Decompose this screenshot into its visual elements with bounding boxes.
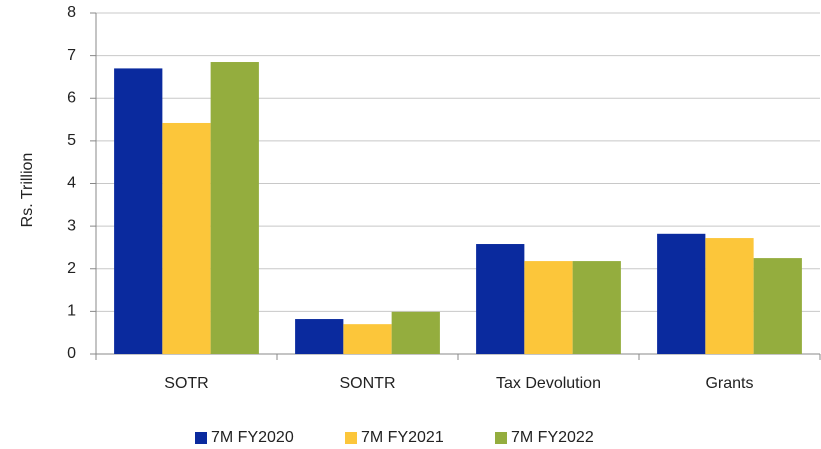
x-tick-label: Tax Devolution bbox=[496, 375, 601, 392]
bar bbox=[114, 68, 163, 354]
y-tick-label: 0 bbox=[67, 345, 76, 362]
x-tick-label: SONTR bbox=[340, 375, 396, 392]
bar bbox=[524, 261, 573, 354]
y-tick-label: 2 bbox=[67, 260, 76, 277]
y-axis-label: Rs. Trillion bbox=[19, 153, 36, 228]
y-tick-label: 6 bbox=[67, 89, 76, 106]
x-tick-label: Grants bbox=[705, 375, 753, 392]
bar bbox=[295, 319, 344, 354]
bar bbox=[343, 324, 392, 354]
x-tick-label: SOTR bbox=[164, 375, 208, 392]
bar bbox=[210, 62, 259, 355]
bar bbox=[476, 244, 525, 354]
bar bbox=[391, 311, 440, 354]
bar bbox=[572, 261, 621, 354]
legend-label: 7M FY2020 bbox=[211, 429, 294, 446]
legend-swatch bbox=[345, 432, 357, 444]
y-tick-label: 5 bbox=[67, 132, 76, 149]
bar bbox=[705, 238, 754, 354]
y-tick-label: 1 bbox=[67, 303, 76, 320]
y-tick-label: 4 bbox=[67, 175, 76, 192]
bar bbox=[657, 233, 706, 354]
legend-label: 7M FY2022 bbox=[511, 429, 594, 446]
legend-label: 7M FY2021 bbox=[361, 429, 444, 446]
bar bbox=[162, 122, 211, 354]
bar bbox=[753, 258, 802, 354]
y-tick-label: 7 bbox=[67, 47, 76, 64]
legend-swatch bbox=[495, 432, 507, 444]
y-tick-label: 3 bbox=[67, 217, 76, 234]
y-tick-label: 8 bbox=[67, 4, 76, 21]
legend-swatch bbox=[195, 432, 207, 444]
